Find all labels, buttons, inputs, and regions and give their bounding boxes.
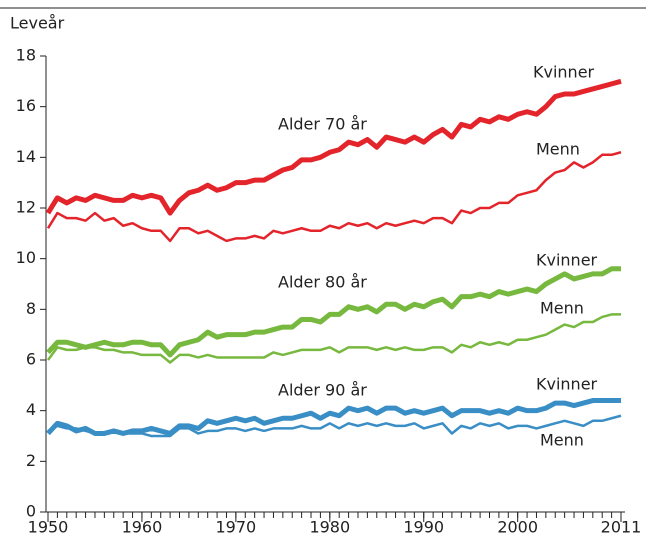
y-tick-label: 6	[26, 350, 36, 369]
x-tick-label: 1950	[28, 518, 69, 535]
line	[46, 266, 621, 358]
x-tick-label: 1990	[403, 518, 444, 535]
line	[45, 78, 622, 216]
annotation: Alder 80 år	[278, 273, 367, 292]
y-tick-label: 2	[26, 451, 36, 470]
y-tick-label: 4	[26, 400, 36, 419]
y-tick-label: 16	[16, 96, 36, 115]
x-tick-label: 1970	[216, 518, 257, 535]
line	[47, 414, 622, 438]
y-tick-label: 10	[16, 248, 36, 267]
line	[46, 151, 622, 243]
series-label: Kvinner	[536, 251, 598, 270]
series-label: Menn	[536, 140, 580, 159]
series-label: Menn	[540, 431, 584, 450]
annotation: Alder 90 år	[278, 381, 367, 400]
x-tick-label: 1960	[122, 518, 163, 535]
annotation: Alder 70 år	[278, 115, 367, 134]
y-tick-label: 12	[16, 198, 36, 217]
line	[46, 398, 621, 436]
y-tick-label: 14	[16, 147, 36, 166]
x-tick-label: 2011	[601, 518, 642, 535]
y-axis-label: Leveår	[10, 14, 65, 33]
y-tick-label: 0	[26, 502, 36, 521]
y-tick-label: 8	[26, 299, 36, 318]
x-tick-label: 1980	[309, 518, 350, 535]
x-tick-label: 2000	[497, 518, 538, 535]
series-label: Kvinner	[536, 375, 598, 394]
line	[46, 313, 621, 364]
series-label: Menn	[540, 299, 584, 318]
series-label: Kvinner	[533, 63, 595, 82]
y-tick-label: 18	[16, 46, 36, 65]
